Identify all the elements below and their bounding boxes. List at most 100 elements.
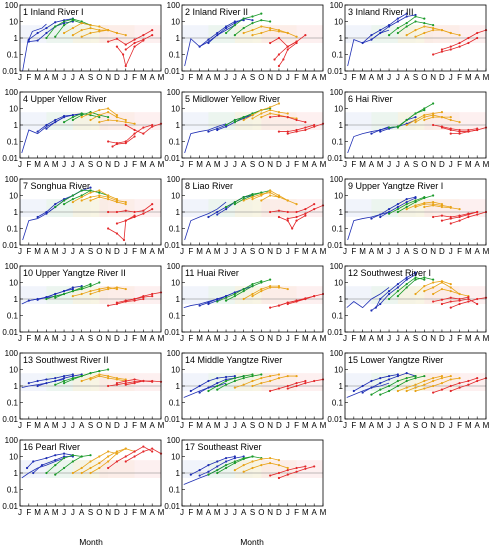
series-line-4 (72, 451, 118, 474)
x-tick-label: F (188, 334, 193, 343)
series-point-3-0 (54, 35, 57, 38)
series-point-7-3 (467, 36, 470, 40)
series-line-6 (432, 37, 478, 55)
series-point-7-4 (304, 207, 307, 211)
x-tick-label: J (343, 334, 347, 343)
series-point-2-4 (242, 374, 245, 378)
series-point-0-1 (32, 460, 35, 463)
series-point-7-0 (107, 210, 110, 214)
series-point-0-5 (396, 373, 399, 376)
series-point-0-0 (370, 217, 373, 220)
envelope-3 (99, 25, 161, 43)
series-point-4-1 (242, 383, 245, 386)
series-point-5-5 (458, 33, 461, 37)
series-point-3-3 (260, 191, 263, 194)
series-point-4-3 (260, 377, 263, 380)
series-point-7-4 (467, 379, 470, 383)
series-line-1 (375, 272, 416, 308)
series-point-9-2 (304, 212, 307, 215)
y-tick-label: 100 (5, 88, 19, 97)
series-line-6 (415, 377, 460, 392)
series-point-5-2 (269, 29, 272, 32)
series-point-7-4 (142, 33, 145, 37)
series-point-7-1 (277, 114, 281, 118)
series-line-5 (252, 29, 297, 38)
x-tick-label: F (26, 334, 31, 343)
series-point-8-3 (467, 213, 470, 216)
x-tick-label: D (276, 160, 282, 169)
series-point-8-1 (282, 58, 285, 61)
y-tick-label: 10 (334, 278, 343, 287)
series-point-6-2 (440, 116, 444, 119)
series-point-6-1 (277, 471, 281, 475)
series-line-0 (190, 456, 235, 475)
series-point-9-1 (458, 132, 461, 135)
series-point-9-1 (133, 128, 136, 132)
series-point-8-0 (286, 302, 289, 306)
x-tick-label: J (233, 160, 237, 169)
series-point-7-2 (124, 43, 127, 46)
series-point-3-2 (251, 21, 254, 25)
series-point-2-1 (71, 116, 74, 119)
series-point-4-3 (98, 189, 101, 192)
series-point-1-3 (62, 377, 66, 380)
series-point-4-3 (98, 287, 101, 291)
series-point-2-1 (379, 388, 382, 391)
series-point-5-2 (432, 113, 435, 117)
series-point-5-2 (423, 383, 426, 386)
series-point-6-4 (295, 117, 298, 120)
y-tick-label: 1 (176, 295, 181, 304)
series-point-2-3 (233, 460, 236, 463)
series-line-4 (72, 287, 118, 297)
x-tick-label: F (132, 247, 137, 256)
series-point-8-0 (449, 389, 452, 393)
series-point-3-0 (62, 381, 66, 385)
series-point-1-1 (379, 297, 382, 301)
series-point-5-3 (277, 286, 281, 289)
x-tick-label: A (404, 421, 410, 430)
series-point-6-0 (80, 35, 83, 38)
x-tick-label: M (34, 247, 41, 256)
x-tick-label: F (294, 421, 299, 430)
x-tick-label: A (369, 160, 375, 169)
series-point-7-1 (115, 460, 119, 463)
x-tick-label: A (79, 73, 85, 82)
x-tick-label: S (250, 160, 255, 169)
envelope-3 (261, 373, 323, 391)
y-tick-label: 100 (167, 262, 181, 271)
series-point-0-4 (396, 17, 399, 20)
x-tick-label: J (124, 247, 128, 256)
series-point-5-4 (286, 31, 289, 35)
series-line-3 (63, 369, 109, 384)
y-tick-label: 1 (14, 469, 19, 478)
series-point-7-0 (432, 391, 435, 394)
x-tick-label: D (276, 73, 282, 82)
series-point-8-1 (115, 232, 119, 235)
x-tick-label: A (206, 247, 212, 256)
series-point-1-1 (224, 207, 228, 211)
x-tick-label: J (124, 334, 128, 343)
series-point-5-3 (115, 286, 119, 289)
series-line-7 (432, 377, 478, 393)
series-point-1-0 (216, 128, 219, 132)
x-tick-label: J (387, 73, 391, 82)
series-point-3-3 (423, 107, 426, 110)
series-point-2-0 (62, 120, 66, 124)
series-point-7-4 (476, 31, 479, 35)
x-tick-label: M (214, 334, 221, 343)
series-point-2-4 (423, 108, 426, 112)
series-point-0-1 (207, 38, 210, 41)
series-point-4-2 (251, 460, 254, 463)
series-point-5-5 (286, 466, 289, 470)
series-point-4-0 (71, 294, 74, 298)
y-tick-label: 1 (176, 382, 181, 391)
panel-title: 3 Inland River III (348, 7, 414, 17)
y-tick-label: 0.1 (169, 224, 181, 233)
series-point-5-4 (124, 287, 127, 291)
x-tick-label: J (233, 421, 237, 430)
series-point-9-3 (476, 128, 479, 132)
series-point-3-0 (396, 126, 399, 129)
series-point-8-2 (458, 215, 461, 219)
series-point-4-3 (432, 200, 435, 204)
